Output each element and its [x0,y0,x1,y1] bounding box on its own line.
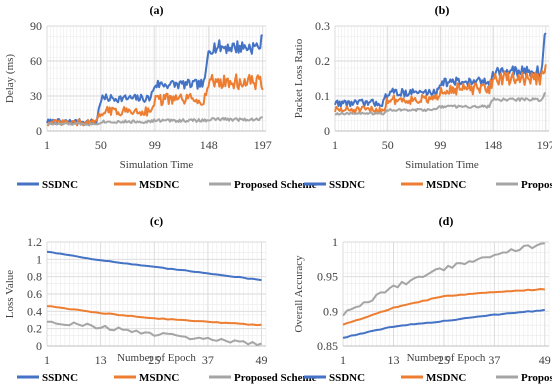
chart-title: (d) [439,214,454,228]
x-tick-label: 50 [382,138,394,152]
y-axis-label: Packet Loss Ratio [293,38,305,118]
y-tick-label: 0.1 [315,89,330,103]
chart-title: (b) [435,3,450,17]
y-tick-label: 0.85 [317,339,338,353]
y-tick-label: 0 [36,339,42,353]
chart-title: (a) [150,3,164,17]
y-tick-label: 0.95 [317,270,338,284]
legend-entry: Proposed Scheme [234,372,317,384]
x-tick-label: 1 [340,353,346,367]
y-tick-label: 0.4 [27,304,42,318]
legend-entry: SSDNC [329,372,365,384]
x-tick-label: 197 [537,138,552,152]
legend-entry: SSDNC [42,179,78,191]
chart-panel-b: 0 0.1 0.2 0.3 1 50 99 148 197 (b) Simulation Time P… [293,3,552,191]
x-tick-label: 37 [202,353,214,367]
x-tick-label: 13 [95,353,107,367]
y-tick-label: 30 [30,89,42,103]
y-tick-label: 1 [332,235,338,249]
y-tick-label: 90 [30,19,42,33]
x-tick-label: 13 [387,353,399,367]
y-axis-label: Delay (ms) [4,54,16,104]
chart-panel-c: 0 0.2 0.4 0.6 0.8 1 1.2 1 13 25 37 49 (c) Number of E… [4,214,317,384]
x-tick-label: 49 [539,353,551,367]
y-tick-label: 0 [36,124,42,138]
y-tick-label: 1 [36,252,42,266]
series-line-msdnc [334,64,547,115]
series-line-msdnc [342,288,545,326]
legend-entry: Proposed Scheme [521,179,552,191]
legend: SSDNC MSDNC Proposed Scheme [304,179,552,191]
legend: SSDNC MSDNC Proposed Scheme [304,372,552,384]
x-tick-label: 1 [44,353,50,367]
chart-panel-a: 0 30 60 90 1 50 99 148 197 (a) Simulation Time Dela… [4,3,317,191]
x-tick-label: 148 [484,138,502,152]
series-line-proposed-scheme [47,320,262,347]
legend-entry: MSDNC [139,372,179,384]
y-tick-label: 0.9 [323,304,338,318]
y-tick-label: 1.2 [27,235,42,249]
x-tick-label: 1 [332,138,338,152]
legend: SSDNC MSDNC Proposed Scheme [17,372,317,384]
legend-entry: Proposed Scheme [234,179,317,191]
series-line-ssdnc [334,32,547,108]
x-axis-label: Simulation Time [120,159,194,171]
x-axis-label: Simulation Time [405,159,479,171]
x-tick-label: 148 [200,138,218,152]
series-line-ssdnc [46,250,262,282]
legend-entry: MSDNC [426,372,466,384]
y-tick-label: 60 [30,54,42,68]
x-tick-label: 25 [148,353,160,367]
y-tick-label: 0.3 [315,19,330,33]
chart-title: (c) [150,214,163,228]
x-tick-label: 49 [256,353,268,367]
series-line-ssdnc [46,34,263,125]
x-tick-label: 99 [149,138,161,152]
y-tick-label: 0 [324,124,330,138]
legend-entry: MSDNC [139,179,179,191]
y-tick-label: 0.2 [27,322,42,336]
x-tick-label: 99 [434,138,446,152]
y-tick-label: 0.8 [27,270,42,284]
y-tick-label: 0.2 [315,54,330,68]
legend-entry: MSDNC [426,179,466,191]
legend-entry: SSDNC [42,372,78,384]
x-tick-label: 37 [488,353,500,367]
x-tick-label: 50 [95,138,107,152]
x-tick-label: 197 [254,138,272,152]
legend: SSDNC MSDNC Proposed Scheme [17,179,317,191]
series-line-proposed-scheme [334,92,546,116]
x-tick-label: 25 [438,353,450,367]
legend-entry: SSDNC [329,179,365,191]
y-tick-label: 0.6 [27,287,42,301]
x-tick-label: 1 [44,138,50,152]
series-line-proposed-scheme [46,116,263,126]
chart-panel-d: 0.85 0.9 0.95 1 1 13 25 37 49 (d) Number of Epoch O… [293,214,552,384]
y-axis-label: Loss Value [4,270,16,318]
x-axis-label: Number of Epoch [407,352,486,364]
series-line-msdnc [46,73,264,127]
series-line-proposed-scheme [342,242,545,317]
y-axis-label: Overall Accuracy [293,255,305,333]
series-line-ssdnc [342,308,545,339]
x-axis-label: Number of Epoch [117,352,196,364]
series-line-msdnc [47,305,262,327]
legend-entry: Proposed Scheme [521,372,552,384]
